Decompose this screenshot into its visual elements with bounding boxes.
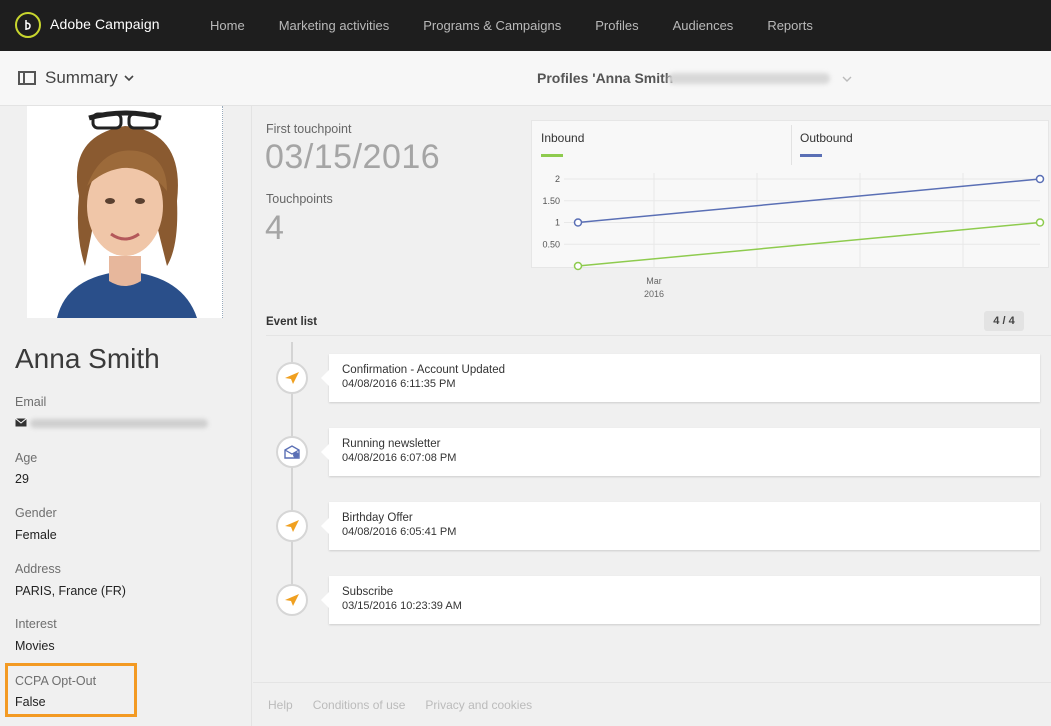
profile-activity-panel: First touchpoint 03/15/2016 Touchpoints … — [253, 106, 1051, 726]
address-label: Address — [15, 562, 61, 576]
touchpoints-value: 4 — [265, 209, 284, 247]
send-icon — [276, 510, 308, 542]
event-list-header: Event list — [266, 316, 318, 328]
nav-home[interactable]: Home — [210, 18, 245, 33]
event-item[interactable]: Subscribe 03/15/2016 10:23:39 AM — [321, 576, 1040, 624]
event-date: 03/15/2016 10:23:39 AM — [342, 600, 462, 612]
event-title: Subscribe — [342, 586, 394, 598]
send-icon — [276, 362, 308, 394]
y-tick-label: 1.50 — [542, 196, 560, 206]
ccpa-highlight-box — [5, 663, 137, 717]
legend-outbound-swatch — [800, 154, 822, 157]
y-tick-label: 1 — [555, 218, 560, 228]
age-value: 29 — [15, 472, 29, 486]
event-date: 04/08/2016 6:07:08 PM — [342, 452, 457, 464]
footer-help-link[interactable]: Help — [268, 698, 293, 712]
send-icon — [276, 584, 308, 616]
data-point-inbound — [573, 261, 583, 271]
main-nav: Home Marketing activities Programs & Cam… — [210, 0, 847, 51]
footer-conditions-link[interactable]: Conditions of use — [312, 698, 406, 712]
age-label: Age — [15, 451, 38, 465]
interest-value: Movies — [15, 639, 55, 653]
chevron-down-icon — [124, 75, 134, 82]
event-item[interactable]: Birthday Offer 04/08/2016 6:05:41 PM — [321, 502, 1040, 550]
gender-value: Female — [15, 528, 57, 542]
nav-reports[interactable]: Reports — [767, 18, 813, 33]
interest-label: Interest — [15, 617, 57, 631]
y-tick-label: 0.50 — [542, 239, 560, 249]
timeline-line — [291, 342, 293, 600]
event-item[interactable]: Running newsletter 04/08/2016 6:07:08 PM — [321, 428, 1040, 476]
event-count-badge: 4 / 4 — [984, 311, 1024, 331]
brand-name[interactable]: Adobe Campaign — [50, 16, 160, 32]
data-point-outbound — [1035, 174, 1045, 184]
event-date: 04/08/2016 6:11:35 PM — [342, 378, 456, 390]
legend-divider — [791, 125, 792, 165]
nav-marketing-activities[interactable]: Marketing activities — [278, 18, 390, 33]
page-header: Summary Profiles 'Anna Smith — [0, 51, 1051, 106]
ccpa-opt-out-value: False — [15, 695, 46, 709]
line-chart-plot: 2 1.50 1 0.50 Mar 2016 — [542, 173, 1045, 299]
event-title: Birthday Offer — [342, 512, 413, 524]
envelope-icon — [15, 418, 27, 427]
ccpa-opt-out-label: CCPA Opt-Out — [15, 674, 97, 688]
side-panel-icon — [18, 71, 36, 85]
chevron-down-icon[interactable] — [842, 75, 852, 83]
footer-privacy-link[interactable]: Privacy and cookies — [425, 698, 533, 712]
event-title: Confirmation - Account Updated — [342, 364, 506, 376]
data-point-inbound — [1035, 218, 1045, 227]
first-touchpoint-label: First touchpoint — [266, 122, 352, 136]
series-line-inbound — [577, 221, 1041, 267]
footer: Help Conditions of use Privacy and cooki… — [268, 698, 552, 712]
nav-audiences[interactable]: Audiences — [672, 18, 734, 33]
profile-photo — [27, 106, 223, 318]
footer-divider — [253, 682, 1051, 683]
address-value: PARIS, France (FR) — [15, 584, 126, 598]
event-list-divider — [266, 335, 1051, 336]
y-tick-label: 2 — [555, 174, 560, 184]
profile-name: Anna Smith — [15, 343, 160, 374]
nav-programs-campaigns[interactable]: Programs & Campaigns — [423, 18, 562, 33]
first-touchpoint-value: 03/15/2016 — [265, 138, 441, 176]
x-tick-label: 2016 — [644, 289, 664, 299]
series-line-outbound — [577, 178, 1041, 224]
legend-outbound-label[interactable]: Outbound — [800, 131, 853, 145]
data-point-outbound — [573, 218, 583, 227]
touchpoints-chart: Inbound Outbound 2 1.50 1 0.50 Mar 2016 — [531, 120, 1049, 299]
adobe-campaign-logo-icon[interactable] — [15, 12, 41, 38]
event-item[interactable]: Confirmation - Account Updated 04/08/201… — [321, 354, 1040, 402]
email-label: Email — [15, 395, 47, 409]
profile-summary-panel: Anna Smith Email Age 29 Gender Female Ad… — [0, 106, 252, 726]
summary-label: Summary — [45, 68, 118, 87]
profile-title: Profiles 'Anna Smith — [537, 70, 674, 86]
touchpoints-label: Touchpoints — [266, 192, 333, 206]
legend-inbound-swatch — [541, 154, 563, 157]
redacted-email-title — [668, 73, 830, 84]
event-title: Running newsletter — [342, 438, 441, 450]
x-tick-label: Mar — [646, 276, 662, 286]
redacted-email-value — [30, 419, 208, 428]
event-date: 04/08/2016 6:05:41 PM — [342, 526, 457, 538]
newsletter-icon — [276, 436, 308, 468]
legend-inbound-label[interactable]: Inbound — [541, 131, 585, 145]
nav-profiles[interactable]: Profiles — [595, 18, 639, 33]
gender-label: Gender — [15, 506, 57, 520]
top-navigation-bar: Adobe Campaign Home Marketing activities… — [0, 0, 1051, 51]
summary-dropdown[interactable]: Summary — [18, 68, 134, 88]
